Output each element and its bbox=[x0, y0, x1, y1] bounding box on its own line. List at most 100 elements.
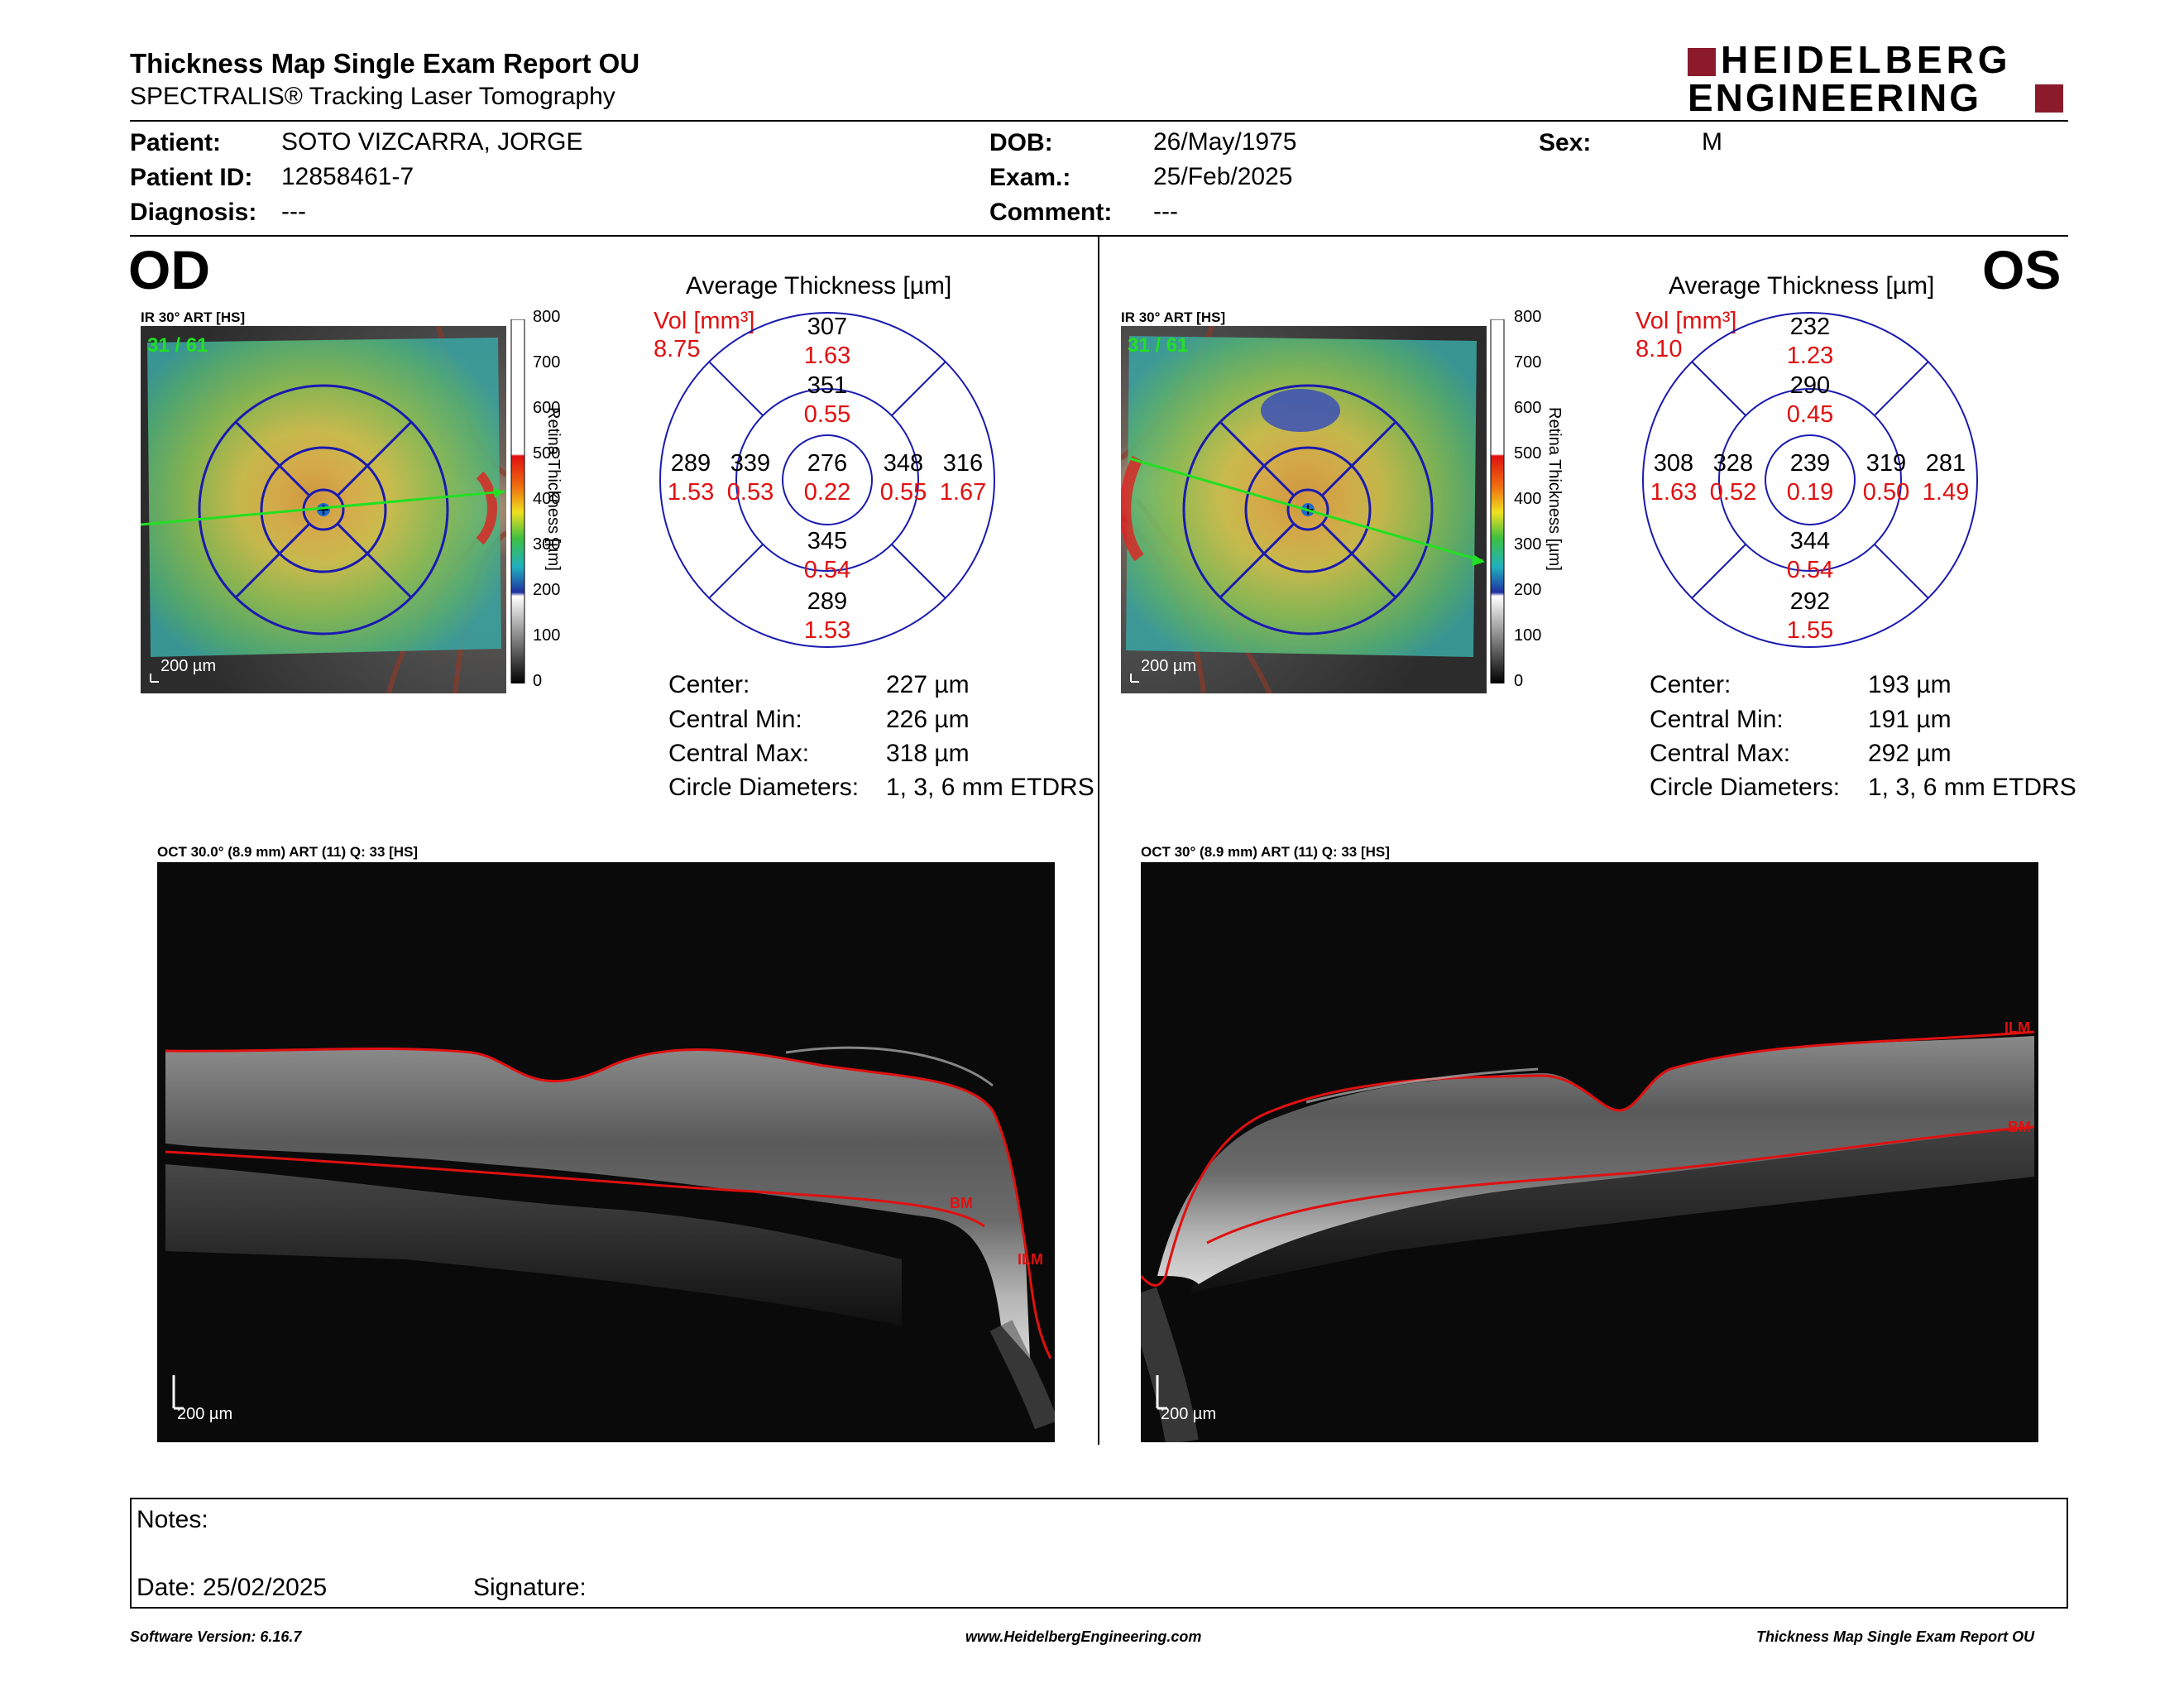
od-min-label: Central Min: bbox=[668, 706, 802, 733]
header-divider bbox=[130, 120, 2068, 122]
od-diam-label: Circle Diameters: bbox=[668, 774, 860, 801]
os-map-scale: 200 µm bbox=[1141, 657, 1197, 675]
od-bm-label: BM bbox=[950, 1195, 973, 1211]
cbar-tick: 0 bbox=[533, 672, 543, 690]
os-min-label: Central Min: bbox=[1650, 706, 1784, 733]
cbar-tick: 100 bbox=[1514, 626, 1542, 645]
logo-square-icon bbox=[2035, 84, 2063, 113]
cbar-tick: 700 bbox=[1514, 353, 1542, 372]
od-min-value: 226 µm bbox=[886, 706, 970, 733]
od-sector-outer-temporal: 289 1.53 bbox=[667, 450, 715, 506]
od-sector-outer-superior: 307 1.63 bbox=[803, 314, 851, 369]
eye-label-os: OS bbox=[1982, 239, 2062, 300]
os-vol-value: 8.10 bbox=[1636, 336, 1683, 362]
os-max-value: 292 µm bbox=[1868, 740, 1952, 767]
logo-line2: ENGINEERING bbox=[1688, 76, 1982, 119]
cbar-tick: 100 bbox=[533, 626, 561, 645]
od-oct-label: OCT 30.0° (8.9 mm) ART (11) Q: 33 [HS] bbox=[157, 844, 419, 860]
footer-report-name: Thickness Map Single Exam Report OU bbox=[1756, 1628, 2035, 1645]
cbar-tick: 500 bbox=[1514, 444, 1542, 463]
dob-label: DOB: bbox=[989, 129, 1053, 156]
os-sector-outer-temporal: 308 1.63 bbox=[1650, 450, 1698, 506]
cbar-tick: 600 bbox=[1514, 399, 1542, 417]
sex-label: Sex: bbox=[1539, 129, 1592, 156]
dob-value: 26/May/1975 bbox=[1153, 128, 1297, 156]
cbar-tick: 300 bbox=[1514, 535, 1542, 554]
od-thickness-map: 31 / 61 200 µm bbox=[140, 325, 508, 694]
notes-label: Notes: bbox=[136, 1506, 208, 1533]
od-vol-label: Vol [mm³] bbox=[654, 308, 755, 334]
os-colorbar-title: Retina Thickness [µm] bbox=[1545, 407, 1564, 571]
heidelberg-logo: HEIDELBERG ENGINEERING bbox=[1688, 40, 2068, 119]
os-sector-inner-superior: 290 0.45 bbox=[1786, 372, 1834, 428]
os-min-value: 191 µm bbox=[1868, 706, 1952, 733]
od-colorbar bbox=[510, 319, 526, 688]
os-oct-label: OCT 30° (8.9 mm) ART (11) Q: 33 [HS] bbox=[1141, 844, 1390, 860]
notes-box: Notes: Date: 25/02/2025 Signature: bbox=[130, 1498, 2068, 1609]
os-diam-value: 1, 3, 6 mm ETDRS bbox=[1868, 774, 2076, 801]
os-frame-counter: 31 / 61 bbox=[1128, 334, 1189, 357]
od-sector-inner-superior: 351 0.55 bbox=[803, 372, 851, 428]
od-sector-inner-temporal: 339 0.53 bbox=[726, 450, 774, 506]
diagnosis-label: Diagnosis: bbox=[130, 199, 257, 226]
notes-date: Date: 25/02/2025 bbox=[136, 1574, 328, 1601]
patient-label: Patient: bbox=[130, 129, 222, 156]
os-ir-label: IR 30° ART [HS] bbox=[1121, 309, 1226, 325]
os-colorbar-ticks: 800 700 600 500 400 300 200 100 0 bbox=[1514, 308, 1547, 697]
logo-line1: HEIDELBERG bbox=[1721, 38, 2012, 81]
patient-id-label: Patient ID: bbox=[130, 164, 253, 191]
od-diam-value: 1, 3, 6 mm ETDRS bbox=[886, 774, 1094, 801]
os-diam-label: Circle Diameters: bbox=[1650, 774, 1841, 801]
od-etdrs-grid bbox=[658, 310, 997, 654]
os-center-label: Center: bbox=[1650, 671, 1731, 698]
od-ilm-label: ILM bbox=[1018, 1251, 1043, 1268]
os-sector-outer-superior: 232 1.23 bbox=[1786, 314, 1834, 369]
footer-url[interactable]: www.HeidelbergEngineering.com bbox=[965, 1628, 1202, 1645]
os-sector-outer-inferior: 292 1.55 bbox=[1786, 588, 1834, 644]
patient-name: SOTO VIZCARRA, JORGE bbox=[281, 128, 583, 156]
od-oct-scale: 200 µm bbox=[177, 1405, 233, 1423]
os-sector-inner-inferior: 344 0.54 bbox=[1786, 528, 1834, 583]
cbar-tick: 800 bbox=[533, 308, 561, 326]
cbar-tick: 400 bbox=[533, 490, 561, 508]
od-sector-inner-nasal: 348 0.55 bbox=[879, 450, 927, 506]
cbar-tick: 400 bbox=[1514, 490, 1542, 508]
footer-software-version: Software Version: 6.16.7 bbox=[130, 1628, 302, 1645]
eye-label-od: OD bbox=[128, 239, 210, 300]
comment-value: --- bbox=[1153, 198, 1178, 225]
od-frame-counter: 31 / 61 bbox=[147, 334, 208, 357]
cbar-tick: 500 bbox=[533, 444, 561, 463]
logo-square-icon bbox=[1688, 48, 1716, 76]
od-map-scale: 200 µm bbox=[160, 657, 217, 675]
od-colorbar-ticks: 800 700 600 500 400 300 200 100 0 bbox=[533, 308, 566, 697]
od-oct-scan: BM ILM 200 µm bbox=[157, 862, 1059, 1442]
patient-id: 12858461-7 bbox=[281, 163, 414, 190]
od-center-value: 227 µm bbox=[886, 671, 970, 698]
cbar-tick: 600 bbox=[533, 399, 561, 417]
od-sector-outer-inferior: 289 1.53 bbox=[803, 588, 851, 644]
cbar-tick: 300 bbox=[533, 535, 561, 554]
od-sector-outer-nasal: 316 1.67 bbox=[939, 450, 987, 506]
signature-label: Signature: bbox=[473, 1574, 587, 1601]
cbar-tick: 800 bbox=[1514, 308, 1542, 326]
os-max-label: Central Max: bbox=[1650, 740, 1791, 767]
os-etdrs-grid bbox=[1640, 310, 1980, 654]
od-vol-value: 8.75 bbox=[654, 336, 701, 362]
os-oct-scan: ILM BM 200 µm bbox=[1125, 862, 2038, 1446]
od-sector-inner-inferior: 345 0.54 bbox=[803, 528, 851, 583]
os-avg-title: Average Thickness [µm] bbox=[1669, 272, 1935, 300]
od-max-label: Central Max: bbox=[668, 740, 810, 767]
os-colorbar bbox=[1489, 319, 1506, 688]
od-sector-center: 276 0.22 bbox=[803, 450, 851, 506]
os-center-value: 193 µm bbox=[1868, 671, 1952, 698]
os-sector-inner-temporal: 328 0.52 bbox=[1709, 450, 1757, 506]
od-center-label: Center: bbox=[668, 671, 750, 698]
cbar-tick: 200 bbox=[1514, 581, 1542, 599]
os-thickness-map: 31 / 61 200 µm bbox=[1119, 325, 1487, 695]
od-avg-title: Average Thickness [µm] bbox=[686, 272, 952, 300]
cbar-tick: 0 bbox=[1514, 672, 1524, 690]
center-divider bbox=[1098, 237, 1099, 1445]
sex-value: M bbox=[1702, 128, 1722, 156]
od-colorbar-title: Retina Thickness [µm] bbox=[544, 407, 563, 571]
